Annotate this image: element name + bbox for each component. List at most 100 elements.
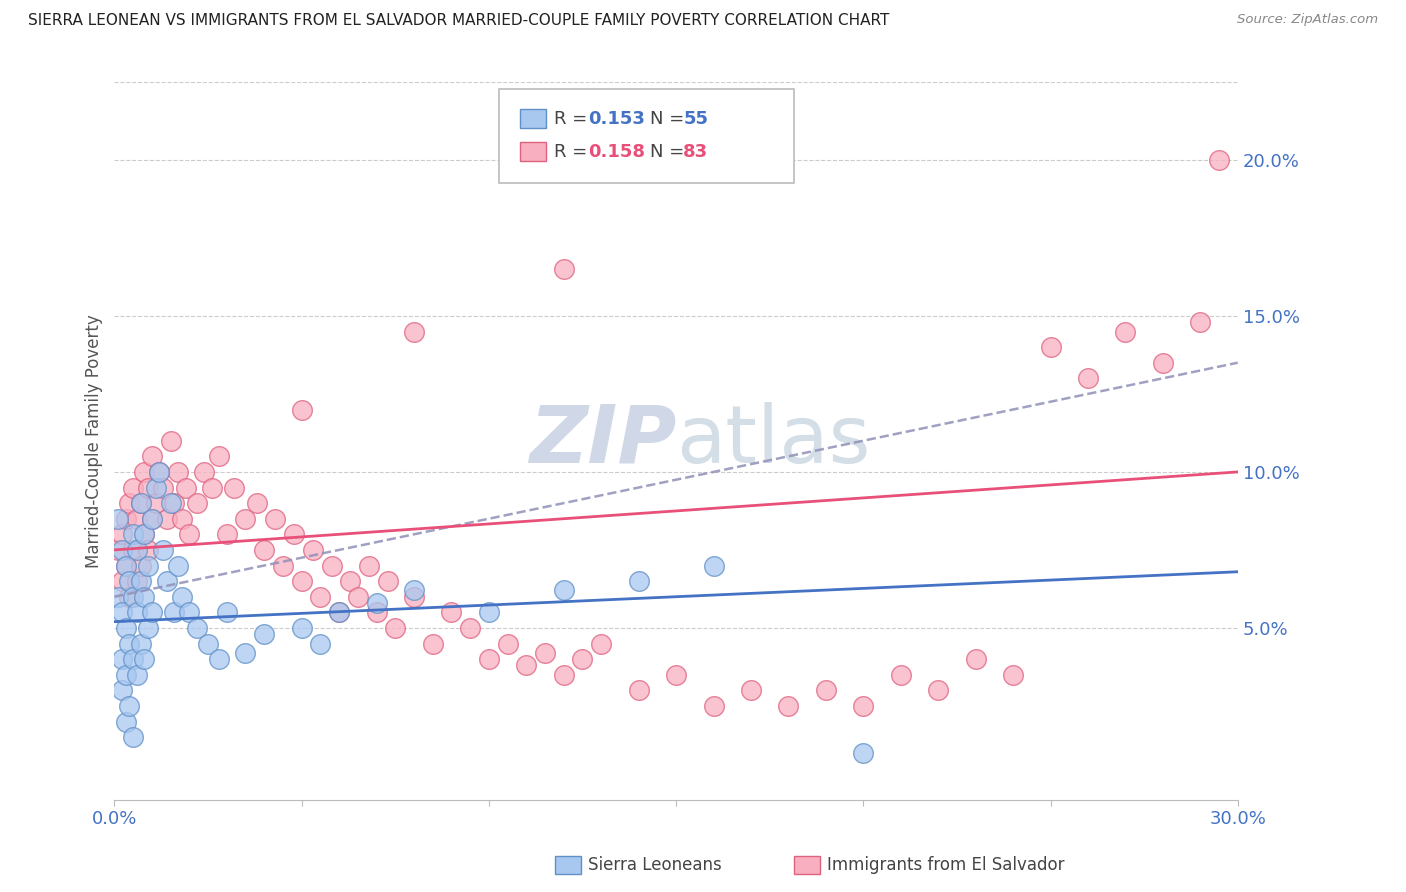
Point	[148, 465, 170, 479]
Text: R =: R =	[554, 143, 593, 161]
Point	[208, 652, 231, 666]
Point	[215, 527, 238, 541]
Point	[852, 698, 875, 713]
Point	[291, 574, 314, 588]
Point	[122, 481, 145, 495]
Point	[553, 262, 575, 277]
Point	[129, 558, 152, 573]
Point	[134, 527, 156, 541]
Point	[201, 481, 224, 495]
Point	[111, 542, 134, 557]
Text: ZIP: ZIP	[529, 401, 676, 480]
Point	[136, 542, 159, 557]
Y-axis label: Married-Couple Family Poverty: Married-Couple Family Poverty	[86, 314, 103, 567]
Point	[125, 574, 148, 588]
Point	[515, 658, 537, 673]
Text: R =: R =	[554, 110, 593, 128]
Point	[141, 512, 163, 526]
Point	[114, 512, 136, 526]
Point	[384, 621, 406, 635]
Point	[134, 465, 156, 479]
Point	[534, 646, 557, 660]
Text: SIERRA LEONEAN VS IMMIGRANTS FROM EL SALVADOR MARRIED-COUPLE FAMILY POVERTY CORR: SIERRA LEONEAN VS IMMIGRANTS FROM EL SAL…	[28, 13, 890, 29]
Point	[208, 450, 231, 464]
Point	[122, 527, 145, 541]
Point	[291, 402, 314, 417]
Point	[302, 542, 325, 557]
Text: 83: 83	[683, 143, 709, 161]
Point	[129, 574, 152, 588]
Point	[125, 667, 148, 681]
Point	[156, 512, 179, 526]
Point	[1152, 356, 1174, 370]
Point	[152, 542, 174, 557]
Point	[114, 558, 136, 573]
Point	[478, 652, 501, 666]
Point	[496, 636, 519, 650]
Point	[927, 683, 949, 698]
Point	[627, 683, 650, 698]
Point	[159, 496, 181, 510]
Point	[253, 542, 276, 557]
Point	[122, 652, 145, 666]
Point	[163, 496, 186, 510]
Point	[740, 683, 762, 698]
Point	[107, 542, 129, 557]
Point	[778, 698, 800, 713]
Text: Immigrants from El Salvador: Immigrants from El Salvador	[827, 856, 1064, 874]
Point	[366, 596, 388, 610]
Point	[458, 621, 481, 635]
Point	[107, 590, 129, 604]
Point	[328, 605, 350, 619]
Point	[339, 574, 361, 588]
Point	[1039, 340, 1062, 354]
Text: 55: 55	[683, 110, 709, 128]
Point	[148, 465, 170, 479]
Point	[193, 465, 215, 479]
Point	[167, 465, 190, 479]
Point	[134, 527, 156, 541]
Point	[1189, 315, 1212, 329]
Point	[328, 605, 350, 619]
Point	[118, 698, 141, 713]
Point	[357, 558, 380, 573]
Point	[129, 496, 152, 510]
Point	[156, 574, 179, 588]
Point	[141, 450, 163, 464]
Point	[174, 481, 197, 495]
Text: N =: N =	[650, 110, 689, 128]
Point	[129, 496, 152, 510]
Point	[553, 583, 575, 598]
Point	[377, 574, 399, 588]
Point	[197, 636, 219, 650]
Point	[170, 512, 193, 526]
Point	[186, 496, 208, 510]
Point	[134, 590, 156, 604]
Point	[118, 590, 141, 604]
Point	[309, 636, 332, 650]
Point	[571, 652, 593, 666]
Point	[224, 481, 246, 495]
Point	[141, 512, 163, 526]
Point	[346, 590, 368, 604]
Point	[111, 683, 134, 698]
Point	[702, 558, 724, 573]
Point	[122, 730, 145, 744]
Point	[125, 542, 148, 557]
Point	[246, 496, 269, 510]
Point	[215, 605, 238, 619]
Point	[111, 574, 134, 588]
Text: Sierra Leoneans: Sierra Leoneans	[588, 856, 721, 874]
Text: Source: ZipAtlas.com: Source: ZipAtlas.com	[1237, 13, 1378, 27]
Text: N =: N =	[650, 143, 689, 161]
Point	[235, 646, 257, 660]
Point	[890, 667, 912, 681]
Point	[665, 667, 688, 681]
Point	[553, 667, 575, 681]
Point	[111, 527, 134, 541]
Point	[107, 512, 129, 526]
Point	[111, 605, 134, 619]
Point	[366, 605, 388, 619]
Point	[114, 714, 136, 729]
Point	[145, 496, 167, 510]
